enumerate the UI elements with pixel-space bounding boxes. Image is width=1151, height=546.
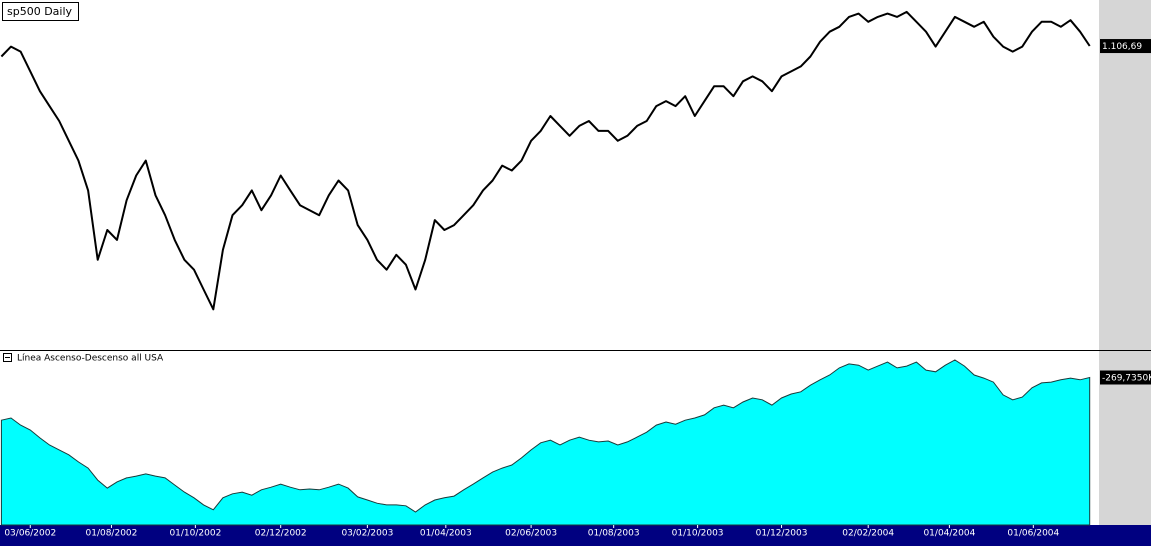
x-tick-label: 01/04/2003: [420, 529, 472, 539]
last-value-label: 1.106,69: [1102, 42, 1142, 52]
indicator-title: Línea Ascenso-Descenso all USA: [17, 354, 164, 364]
last-value-label: -269,7350K: [1102, 373, 1151, 383]
price-line: [0, 10, 1091, 311]
x-tick-label: 01/08/2003: [588, 529, 640, 539]
x-tick-label: 01/12/2003: [756, 529, 808, 539]
x-tick-label: 02/12/2002: [255, 529, 307, 539]
last-value-tag: [1100, 39, 1151, 54]
x-tick-label: 01/10/2003: [672, 529, 724, 539]
x-tick-label: 01/06/2004: [1007, 529, 1059, 539]
area-fill: [0, 359, 1091, 526]
title-box: [2, 2, 79, 21]
x-tick-label: 02/06/2003: [505, 529, 557, 539]
x-tick-label: 01/08/2002: [86, 529, 138, 539]
x-tick-label: 03/02/2003: [341, 529, 393, 539]
x-tick-label: 02/02/2004: [842, 529, 894, 539]
x-tick-label: 01/10/2002: [169, 529, 221, 539]
x-tick-label: 03/06/2002: [4, 529, 56, 539]
price-scale-strip: [1099, 0, 1151, 525]
x-tick-label: 01/04/2004: [923, 529, 975, 539]
time-axis: [0, 525, 1151, 546]
last-value-tag: [1100, 370, 1151, 385]
chart-title: sp500 Daily: [7, 5, 73, 18]
